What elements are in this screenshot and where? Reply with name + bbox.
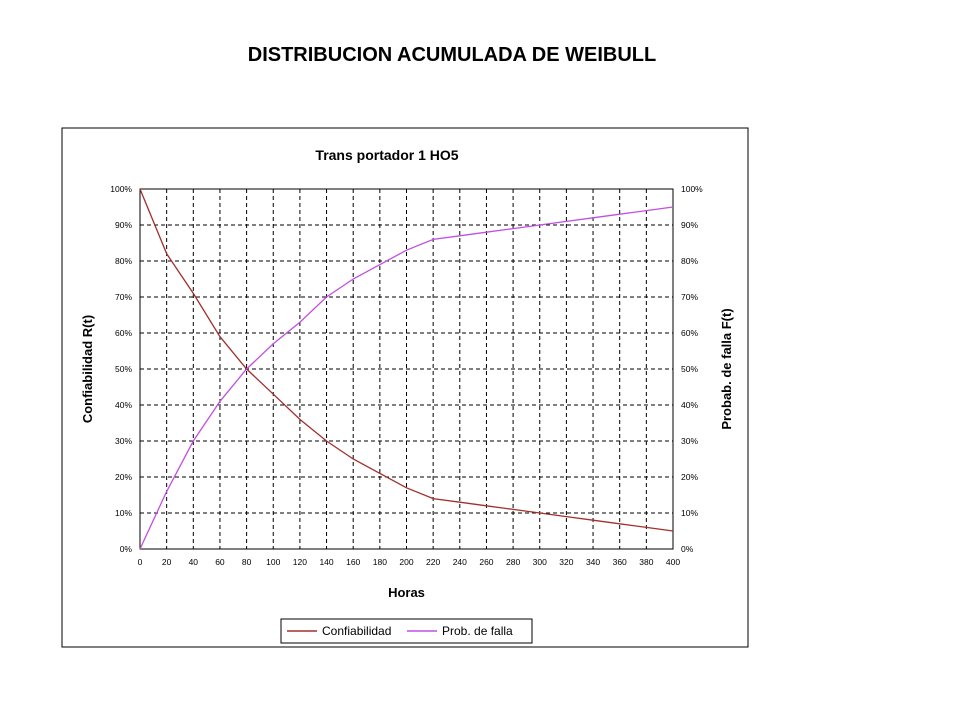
y-tick-label-right: 50% [681,364,698,374]
x-tick-label: 240 [453,557,467,567]
x-tick-label: 80 [242,557,252,567]
y-tick-label-left: 70% [115,292,132,302]
x-axis-title: Horas [388,585,425,600]
x-tick-label: 180 [373,557,387,567]
series-line-1 [139,188,674,532]
x-tick-label: 160 [346,557,360,567]
x-tick-label: 0 [138,557,143,567]
x-tick-label: 300 [533,557,547,567]
series-line-2 [139,206,674,550]
y-tick-label-left: 80% [115,256,132,266]
x-tick-label: 360 [613,557,627,567]
x-tick-label: 340 [586,557,600,567]
legend-label-2: Prob. de falla [442,624,513,638]
x-tick-label: 100 [266,557,280,567]
page-title: DISTRIBUCION ACUMULADA DE WEIBULL [247,44,657,66]
y-tick-label-right: 10% [681,508,698,518]
y-tick-label-left: 60% [115,328,132,338]
x-tick-label: 40 [189,557,199,567]
y-tick-label-right: 60% [681,328,698,338]
y-tick-label-right: 70% [681,292,698,302]
x-tick-label: 20 [162,557,172,567]
legend-label-1: Confiabilidad [322,624,391,638]
y-tick-label-right: 80% [681,256,698,266]
y-tick-label-right: 90% [681,220,698,230]
legend-box [280,618,533,644]
x-tick-label: 220 [426,557,440,567]
y-tick-label-left: 10% [115,508,132,518]
x-tick-label: 400 [666,557,680,567]
chart-title: Trans portador 1 HO5 [315,147,458,163]
x-tick-label: 280 [506,557,520,567]
x-tick-label: 60 [215,557,225,567]
x-tick-label: 200 [399,557,413,567]
y2-axis-title: Probab. de falla F(t) [719,308,734,429]
y-tick-label-right: 20% [681,472,698,482]
y-tick-label-right: 0% [681,544,694,554]
y-tick-label-left: 30% [115,436,132,446]
y-tick-label-left: 0% [120,544,133,554]
y-tick-label-left: 20% [115,472,132,482]
y-axis-title: Confiabilidad R(t) [80,315,95,423]
y-tick-label-right: 40% [681,400,698,410]
y-tick-label-right: 100% [681,184,703,194]
x-tick-label: 120 [293,557,307,567]
y-tick-label-left: 40% [115,400,132,410]
y-tick-label-left: 50% [115,364,132,374]
x-tick-label: 320 [559,557,573,567]
y-tick-label-left: 90% [115,220,132,230]
x-tick-label: 380 [639,557,653,567]
y-tick-label-right: 30% [681,436,698,446]
x-tick-label: 140 [319,557,333,567]
y-tick-label-left: 100% [110,184,132,194]
x-tick-label: 260 [479,557,493,567]
